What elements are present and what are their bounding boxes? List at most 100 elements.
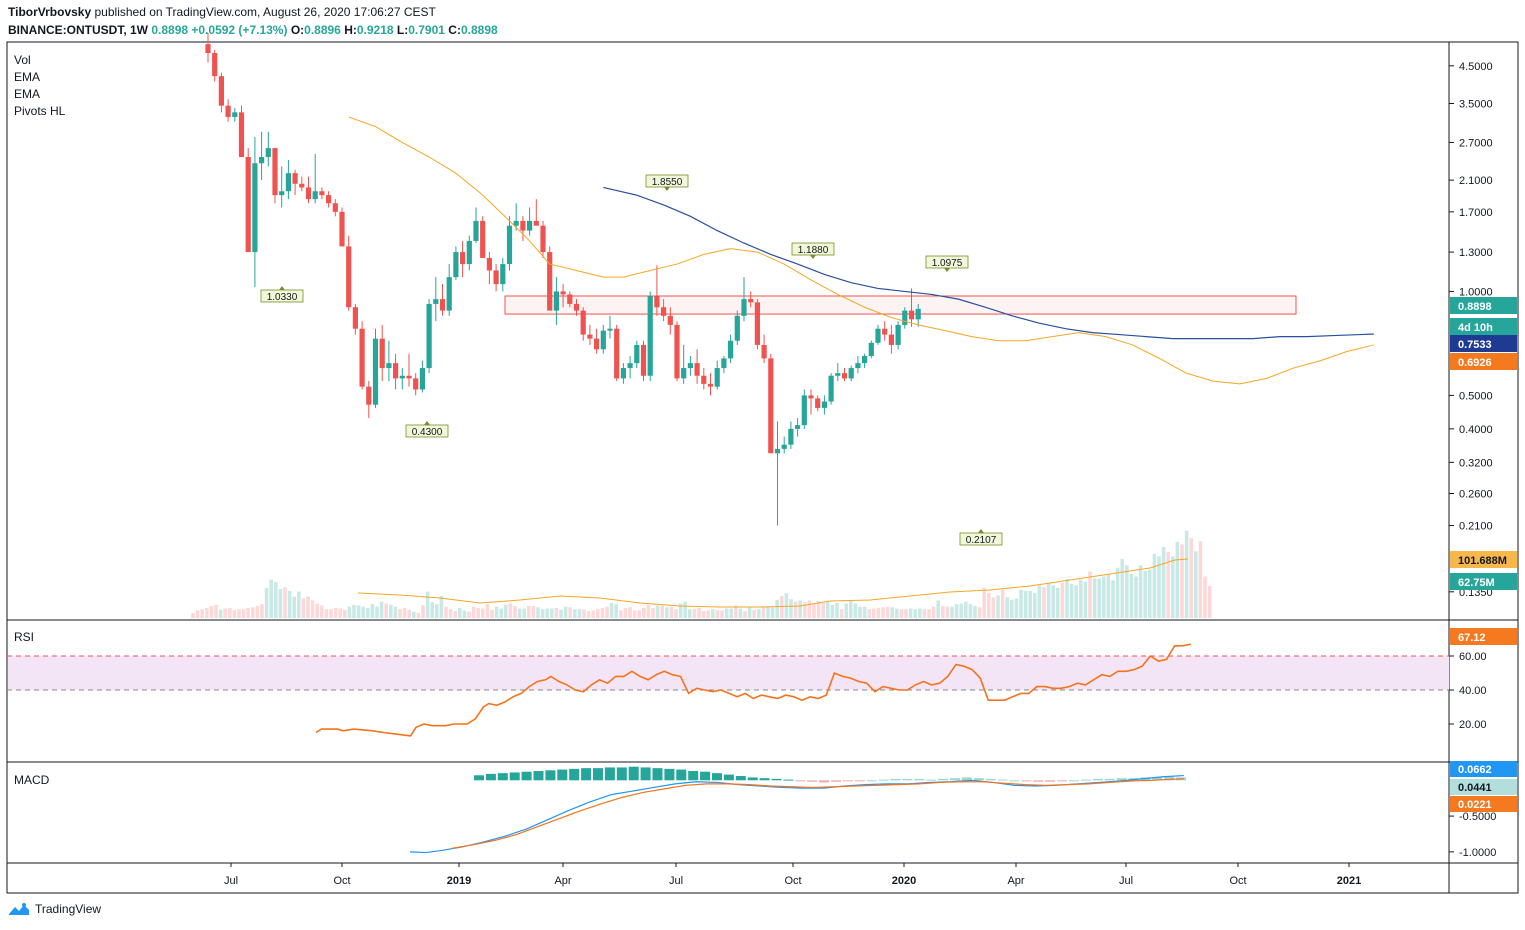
author-name[interactable]: TiborVrbovsky xyxy=(8,5,92,19)
candle-up xyxy=(279,191,285,196)
macd-histogram-bar xyxy=(1057,780,1068,782)
time-tick-label: Apr xyxy=(1007,875,1024,887)
signal-value-label: 0.0221 xyxy=(1458,799,1492,811)
macd-tick-label: -0.5000 xyxy=(1459,811,1496,823)
candle-down xyxy=(352,307,358,329)
candle-down xyxy=(573,303,580,311)
volume-bar xyxy=(1051,585,1055,618)
candle-up xyxy=(372,338,379,405)
candle-up xyxy=(627,363,633,369)
symbol-ohlc-line: BINANCE:ONTUSDT, 1W 0.8898 +0.0592 (+7.1… xyxy=(8,23,498,37)
volume-bar xyxy=(991,597,996,618)
macd-histogram-bar xyxy=(878,779,889,781)
volume-bar xyxy=(499,608,503,618)
volume-bar xyxy=(706,610,710,618)
volume-bar xyxy=(839,609,844,618)
volume-bar xyxy=(1046,583,1051,618)
candle-up xyxy=(774,448,781,454)
indicator-ema-label[interactable]: EMA xyxy=(14,87,41,101)
volume-bar xyxy=(329,609,333,618)
pivot-pointer xyxy=(978,529,984,533)
volume-bar xyxy=(803,602,807,618)
macd-histogram-bar xyxy=(735,776,746,781)
volume-bar xyxy=(200,609,204,618)
close-value: 0.8898 xyxy=(460,23,498,37)
volume-bar xyxy=(715,609,720,618)
open-label: O: xyxy=(290,23,305,37)
macd-histogram-bar xyxy=(723,774,734,781)
volume-bar xyxy=(600,607,605,618)
macd-histogram-bar xyxy=(831,780,841,782)
volume-bar xyxy=(761,606,766,618)
signal-value-label-bg xyxy=(1450,796,1517,812)
volume-bar xyxy=(228,607,232,618)
indicator-ema-label[interactable]: EMA xyxy=(14,70,41,84)
volume-bar xyxy=(462,610,467,618)
volume-bar xyxy=(274,582,278,618)
volume-bar xyxy=(1111,580,1115,618)
chart-canvas[interactable]: 4.5000 3.5000 2.7000 2.1000 1.7000 1.3000 1.00… xyxy=(0,0,1525,900)
macd-histogram-bar xyxy=(1116,778,1127,781)
pivot-label: 0.4300 xyxy=(412,427,443,438)
volume-bar xyxy=(458,607,462,618)
candle-up xyxy=(734,315,740,341)
volume-bar xyxy=(605,606,609,618)
volume-bar xyxy=(435,604,439,618)
volume-bar xyxy=(527,606,531,618)
volume-bar xyxy=(950,606,954,618)
ema-slow-price-label: 0.7533 xyxy=(1458,339,1492,351)
volume-bar xyxy=(632,610,637,618)
volume-bar xyxy=(476,607,480,618)
volume-bar xyxy=(205,607,209,618)
volume-label-bg xyxy=(1450,573,1517,590)
rsi-line xyxy=(315,643,1191,737)
macd-histogram-bar xyxy=(581,768,592,781)
volume-bar xyxy=(439,596,444,618)
volume-label: 62.75M xyxy=(1458,577,1495,589)
candle-up xyxy=(821,401,827,408)
volume-bar xyxy=(752,609,756,618)
candle-up xyxy=(232,112,238,117)
price-tick-label: 2.7000 xyxy=(1459,137,1493,149)
volume-bar xyxy=(421,605,425,618)
candle-up xyxy=(647,295,653,376)
macd-histogram-bar xyxy=(700,771,711,781)
volume-bar xyxy=(591,610,595,618)
volume-bar xyxy=(927,609,931,618)
tradingview-brand: TradingView xyxy=(35,902,102,916)
macd-histogram-bar xyxy=(997,779,1008,781)
candle-up xyxy=(721,358,727,369)
volume-bar xyxy=(996,595,1000,618)
volume-bar xyxy=(481,608,485,618)
volume-bar xyxy=(214,604,218,618)
indicator-vol-label[interactable]: Vol xyxy=(14,53,31,67)
symbol-label[interactable]: BINANCE:ONTUSDT, 1W xyxy=(8,23,148,37)
volume-bar xyxy=(1175,541,1180,618)
high-label: H: xyxy=(344,23,357,37)
rsi-pane-label[interactable]: RSI xyxy=(14,630,35,644)
candle-up xyxy=(466,240,472,265)
indicator-pivots-label[interactable]: Pivots HL xyxy=(14,104,66,118)
volume-bar xyxy=(251,607,255,618)
candle-down xyxy=(888,334,894,345)
volume-bar xyxy=(398,609,402,618)
volume-bar xyxy=(968,604,973,618)
macd-histogram-bar xyxy=(914,778,925,781)
volume-bar xyxy=(646,604,651,618)
candle-down xyxy=(339,211,345,247)
volume-bar xyxy=(260,604,264,618)
candle-up xyxy=(687,363,693,369)
candle-up xyxy=(433,299,439,304)
volume-bar xyxy=(1120,558,1124,618)
macd-pane-label[interactable]: MACD xyxy=(14,773,50,787)
volume-bar xyxy=(596,609,600,618)
volume-bar xyxy=(320,605,324,618)
volume-bar xyxy=(784,592,789,618)
candle-down xyxy=(272,148,278,196)
volume-bar xyxy=(1143,570,1147,618)
pivot-label: 1.8550 xyxy=(652,177,683,188)
candle-down xyxy=(640,344,647,376)
volume-bar xyxy=(701,611,706,618)
tradingview-footer[interactable]: TradingView xyxy=(8,902,101,916)
volume-bar xyxy=(522,608,526,618)
